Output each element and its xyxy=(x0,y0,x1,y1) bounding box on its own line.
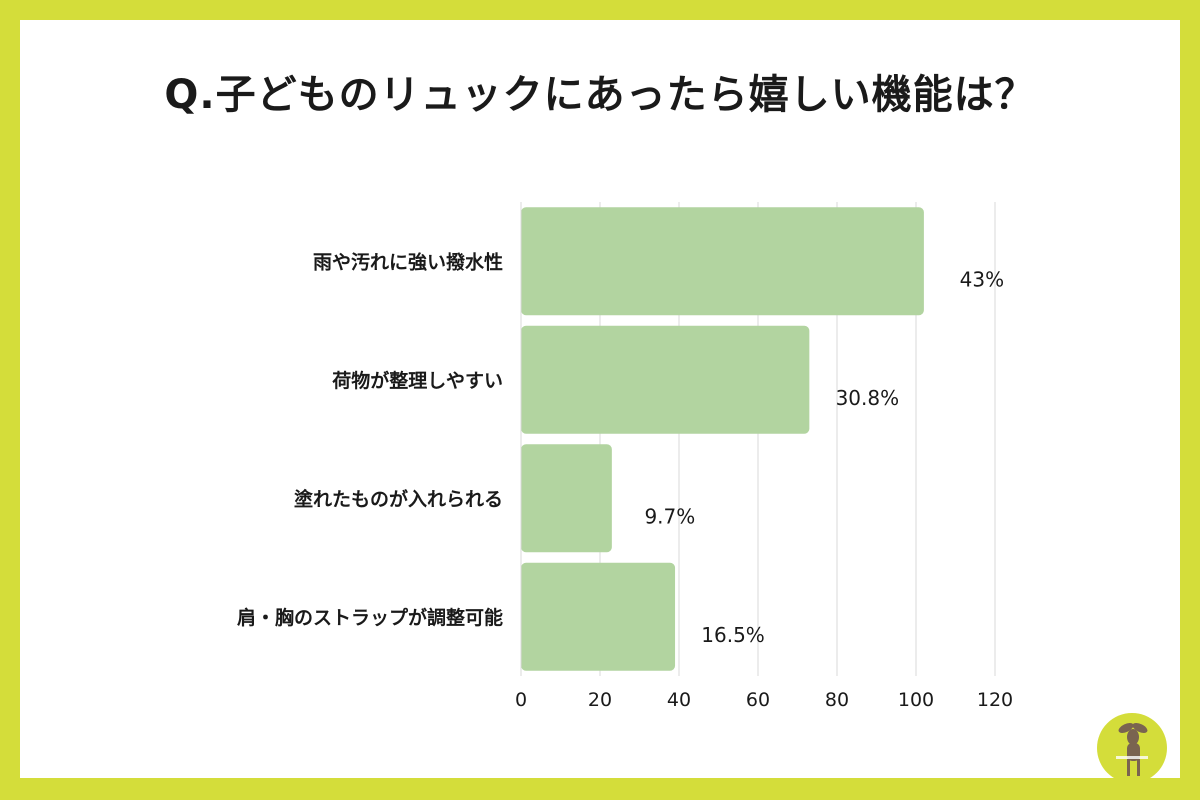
x-tick-label: 20 xyxy=(588,689,612,711)
category-label: 塗れたものが入れられる xyxy=(294,487,503,510)
deer-icon xyxy=(1097,713,1167,783)
data-label: 9.7% xyxy=(644,504,695,528)
category-label: 肩・胸のストラップが調整可能 xyxy=(237,606,503,629)
x-tick-label: 80 xyxy=(825,689,849,711)
bar xyxy=(521,325,810,434)
data-label: 30.8% xyxy=(836,386,900,410)
category-label: 荷物が整理しやすい xyxy=(332,369,503,392)
bar xyxy=(521,562,676,671)
data-label: 43% xyxy=(960,267,1004,291)
category-label: 雨や汚れに強い撥水性 xyxy=(313,250,503,273)
data-label: 16.5% xyxy=(701,623,765,647)
chart-title: Q.子どものリュックにあったら嬉しい機能は？ xyxy=(164,72,1036,118)
x-tick-label: 0 xyxy=(515,689,527,711)
x-tick-label: 60 xyxy=(746,689,770,711)
x-tick-label: 40 xyxy=(667,689,691,711)
x-tick-label: 100 xyxy=(898,689,934,711)
x-tick-label: 120 xyxy=(977,689,1013,711)
bar xyxy=(521,444,612,553)
bar xyxy=(521,207,924,316)
